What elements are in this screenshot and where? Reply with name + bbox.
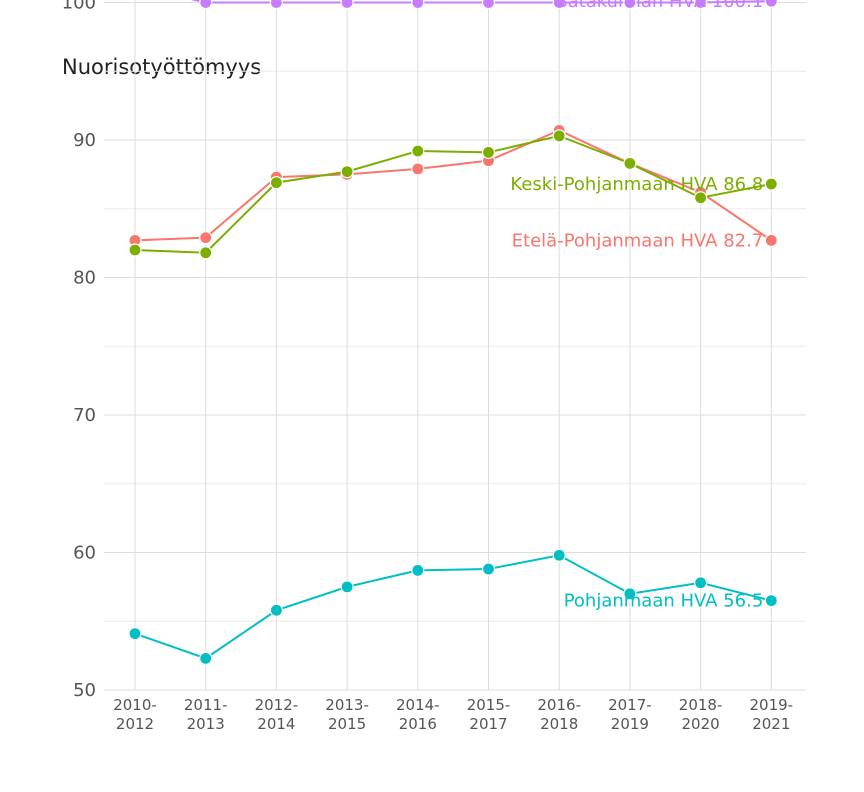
x-tick-label-line: 2016 [399,715,437,733]
x-tick-label: 2018-2020 [679,696,723,733]
series [128,0,778,665]
series-satakunnan-hva [190,0,778,10]
x-tick-label: 2017-2019 [608,696,652,733]
x-tick-label-line: 2011- [184,696,228,714]
chart-title: Nuorisotyöttömyys [62,55,262,79]
data-point [481,0,496,10]
data-point [340,0,354,10]
series-end-label: Pohjanmaan HVA 56.5 [564,591,764,612]
data-point [552,129,566,143]
data-point [552,0,566,10]
data-point [199,0,213,10]
y-tick-label: 50 [73,680,96,701]
x-tick-label: 2016-2018 [537,696,581,733]
series-end-label: Keski-Pohjanmaan HVA 86.8 [510,174,763,195]
series-keski-pohjanmaan-hva [128,129,778,260]
data-point [199,651,213,665]
data-point [764,177,778,191]
data-point [693,576,708,590]
series-line [134,554,772,660]
x-tick-label-line: 2018 [540,715,578,733]
x-tick-label-line: 2019 [611,715,649,733]
x-tick-label-line: 2018- [679,696,723,714]
data-point [552,548,566,562]
x-tick-label: 2014-2016 [396,696,440,733]
data-point [411,0,425,10]
series-line [134,134,772,254]
data-point [269,176,283,190]
x-tick-label-line: 2021 [752,715,790,733]
y-tick-label: 80 [73,268,96,289]
x-tick-label-line: 2012 [116,715,154,733]
data-point [199,231,213,245]
x-tick-label-line: 2020 [682,715,720,733]
series-end-label: Etelä-Pohjanmaan HVA 82.7 [512,230,764,251]
x-tick-label-line: 2012- [255,696,299,714]
x-tick-label: 2010-2012 [113,696,157,733]
data-point [128,627,142,641]
data-point [269,603,283,617]
y-tick-label: 90 [73,130,96,151]
data-point [411,563,425,577]
data-point [340,580,354,594]
x-tick-label-line: 2013 [187,715,225,733]
x-tick-label: 2012-2014 [255,696,299,733]
x-tick-label-line: 2019- [750,696,794,714]
data-point [411,144,425,158]
x-tick-label-line: 2014- [396,696,440,714]
x-tick-label-line: 2016- [537,696,581,714]
data-point [340,165,354,179]
x-tick-label: 2011-2013 [184,696,228,733]
x-tick-label-line: 2015 [328,715,366,733]
data-point [693,191,708,205]
x-tick-label: 2019-2021 [750,696,794,733]
data-point [764,594,778,608]
y-tick-label: 70 [73,405,96,426]
series-line [134,129,772,242]
data-point [764,0,778,8]
x-tick-label-line: 2010- [113,696,157,714]
x-tick-label-line: 2015- [467,696,511,714]
data-point [199,246,213,260]
y-axis: 50 60 70 80 90 100 [62,0,96,701]
x-tick-label-line: 2013- [325,696,369,714]
data-point [128,243,142,257]
data-point [694,0,708,10]
data-point [481,562,496,576]
series-labels: Satakunnan HVA 100.1 Etelä-Pohjanmaan HVA… [510,0,763,612]
x-tick-label: 2015-2017 [467,696,511,733]
data-point [623,587,637,601]
y-tick-label: 100 [62,0,96,14]
x-axis: 2010-2012 2011-2013 2012-2014 2013-2015 2014… [113,696,793,733]
series-end-label: Satakunnan HVA 100.1 [556,0,763,12]
y-tick-label: 60 [73,543,96,564]
data-point [623,156,637,170]
x-tick-label: 2013-2015 [325,696,369,733]
data-point [411,162,425,176]
series-line [190,0,772,4]
data-point [764,233,778,247]
x-tick-label-line: 2017- [608,696,652,714]
x-tick-label-line: 2014 [257,715,295,733]
series-pohjanmaan-hva [128,548,778,665]
x-tick-label-line: 2017 [469,715,507,733]
data-point [269,0,283,10]
data-point [623,0,637,10]
data-point [481,145,496,159]
